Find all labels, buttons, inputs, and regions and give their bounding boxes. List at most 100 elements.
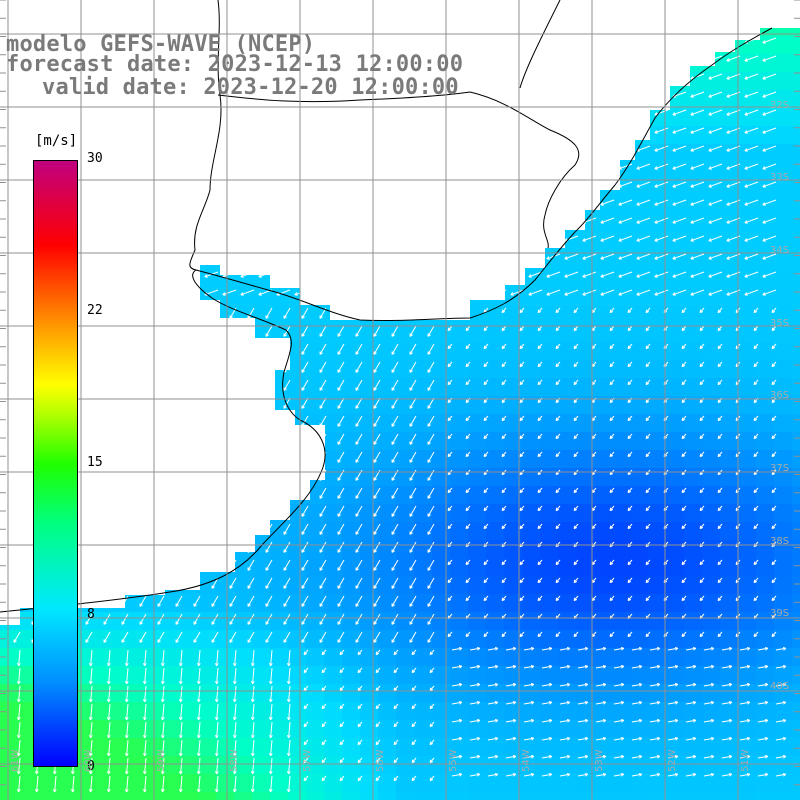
- speed-cell: [396, 486, 414, 504]
- wind-arrow-head: [211, 621, 215, 625]
- wind-arrow: [85, 613, 93, 625]
- wind-arrow: [708, 73, 723, 80]
- speed-cell: [504, 576, 522, 594]
- speed-cell: [630, 702, 648, 720]
- speed-cell: [468, 396, 486, 414]
- speed-cell: [684, 396, 702, 414]
- speed-cell: [648, 630, 666, 648]
- speed-cell: [108, 738, 126, 756]
- speed-cell: [288, 594, 306, 612]
- wind-arrow-head: [519, 327, 524, 332]
- wind-arrow-head: [699, 525, 704, 530]
- speed-cell: [360, 792, 378, 800]
- wind-arrow-head: [618, 292, 622, 296]
- wind-arrow-head: [744, 166, 748, 170]
- speed-cell: [792, 414, 800, 432]
- wind-arrow-head: [762, 76, 766, 80]
- speed-cell: [702, 756, 720, 774]
- wind-arrow-head: [555, 327, 560, 332]
- speed-cell: [612, 198, 630, 216]
- wind-arrow-head: [265, 621, 269, 625]
- speed-cell: [306, 630, 324, 648]
- speed-cell: [360, 612, 378, 630]
- wind-arrow-head: [447, 327, 452, 332]
- wind-arrow-head: [528, 292, 532, 296]
- speed-cell: [90, 756, 108, 774]
- speed-cell: [468, 504, 486, 522]
- wind-arrow: [690, 73, 705, 80]
- wind-arrow: [240, 289, 255, 296]
- speed-cell: [306, 558, 324, 576]
- wind-arrow-head: [546, 274, 550, 278]
- wind-arrow-head: [708, 184, 712, 188]
- speed-cell: [270, 630, 288, 648]
- wind-arrow-head: [771, 525, 776, 530]
- wind-arrow-head: [690, 292, 694, 296]
- speed-cell: [522, 558, 540, 576]
- wind-arrow-head: [465, 579, 470, 584]
- speed-cell: [18, 792, 36, 800]
- speed-cell: [90, 684, 108, 702]
- speed-cell: [288, 324, 306, 342]
- speed-cell: [738, 630, 756, 648]
- speed-cell: [450, 756, 468, 774]
- speed-cell: [774, 558, 792, 576]
- speed-cell: [756, 378, 774, 396]
- wind-arrow: [276, 289, 291, 296]
- wind-arrow: [337, 505, 345, 517]
- speed-cell: [630, 594, 648, 612]
- speed-cell: [738, 774, 756, 792]
- wind-arrow-head: [409, 549, 413, 553]
- speed-cell: [630, 360, 648, 378]
- speed-cell: [126, 756, 144, 774]
- speed-cell: [414, 612, 432, 630]
- wind-arrow: [211, 595, 219, 607]
- speed-cell: [504, 558, 522, 576]
- speed-cell: [702, 288, 720, 306]
- speed-cell: [792, 144, 800, 162]
- speed-cell: [342, 666, 360, 684]
- speed-cell: [252, 648, 270, 666]
- wind-arrow-head: [337, 387, 341, 391]
- speed-cell: [702, 576, 720, 594]
- speed-cell: [342, 774, 360, 792]
- speed-cell: [414, 630, 432, 648]
- speed-cell: [468, 756, 486, 774]
- wind-arrow: [762, 253, 777, 260]
- wind-arrow-head: [193, 639, 197, 643]
- wind-arrow-head: [654, 184, 658, 188]
- speed-cell: [342, 540, 360, 558]
- speed-cell: [738, 720, 756, 738]
- wind-arrow-head: [753, 417, 758, 422]
- wind-arrow-head: [627, 381, 632, 386]
- speed-cell: [36, 774, 54, 792]
- wind-arrow-head: [708, 202, 712, 206]
- wind-arrow-head: [519, 507, 524, 512]
- speed-cell: [630, 720, 648, 738]
- speed-cell: [792, 180, 800, 198]
- wind-arrow: [600, 235, 615, 242]
- wind-arrow-head: [157, 639, 161, 643]
- speed-cell: [306, 324, 324, 342]
- speed-cell: [342, 450, 360, 468]
- speed-cell: [612, 216, 630, 234]
- wind-arrow-head: [681, 597, 686, 602]
- speed-cell: [684, 666, 702, 684]
- speed-cell: [198, 576, 216, 594]
- speed-cell: [594, 234, 612, 252]
- speed-cell: [414, 396, 432, 414]
- wind-arrow: [600, 289, 615, 296]
- speed-cell: [684, 414, 702, 432]
- wind-arrow-head: [681, 507, 686, 512]
- speed-cell: [0, 648, 18, 666]
- speed-cell: [396, 540, 414, 558]
- wind-arrow-head: [427, 585, 431, 589]
- speed-cell: [702, 126, 720, 144]
- speed-cell: [630, 648, 648, 666]
- speed-cell: [0, 684, 18, 702]
- speed-cell: [108, 774, 126, 792]
- wind-arrow: [319, 397, 327, 409]
- speed-cell: [486, 738, 504, 756]
- speed-cell: [756, 684, 774, 702]
- speed-cell: [450, 558, 468, 576]
